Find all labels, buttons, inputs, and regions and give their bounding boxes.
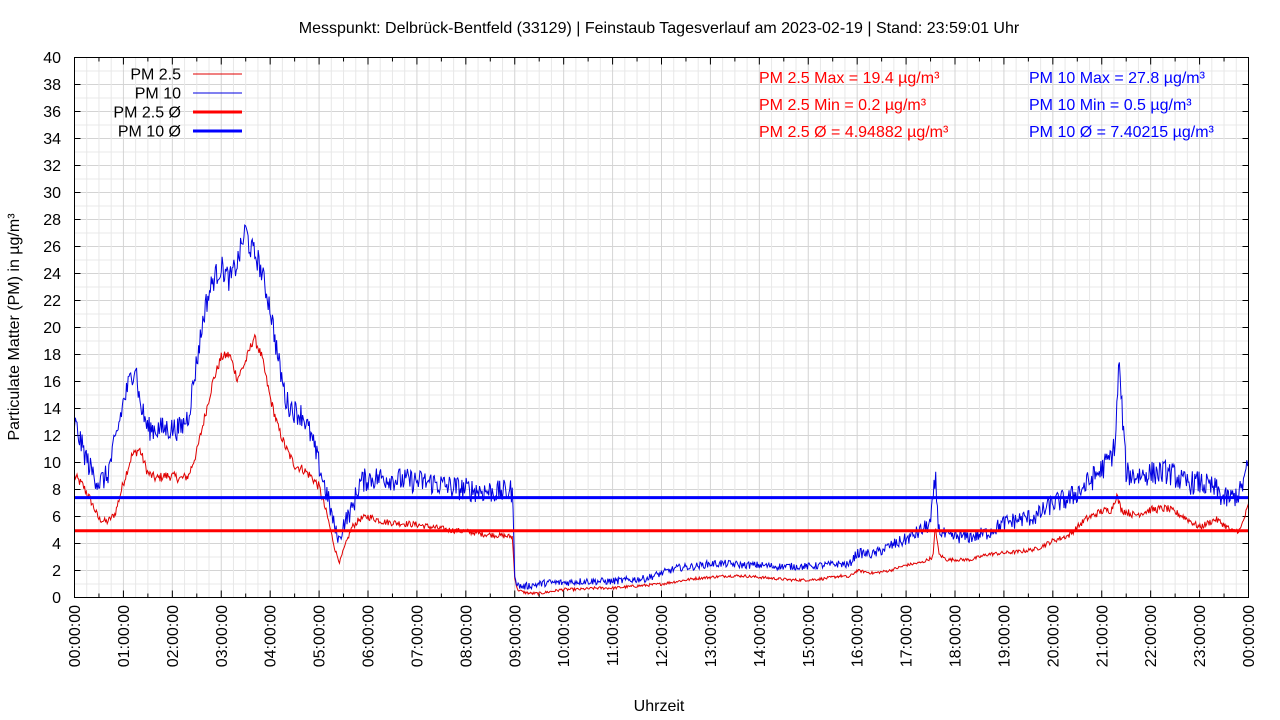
x-tick-label: 08:00:00 <box>458 605 475 667</box>
series-layer <box>74 224 1249 597</box>
stat-annotation: PM 2.5 Max = 19.4 µg/m³ <box>759 70 940 87</box>
y-tick-label: 18 <box>43 347 61 364</box>
x-tick-label: 23:00:00 <box>1192 605 1209 667</box>
x-tick-label: 19:00:00 <box>996 605 1013 667</box>
mean-layer <box>74 496 1249 533</box>
y-tick-label: 30 <box>43 185 61 202</box>
x-tick-label: 21:00:00 <box>1094 605 1111 667</box>
y-tick-label: 14 <box>43 401 61 418</box>
x-tick-label: 12:00:00 <box>654 605 671 667</box>
y-tick-label: 4 <box>52 536 61 553</box>
x-tick-label: 16:00:00 <box>850 605 867 667</box>
y-tick-label: 40 <box>43 50 61 67</box>
x-tick-label: 11:00:00 <box>605 605 622 666</box>
y-tick-label: 16 <box>43 374 61 391</box>
y-tick-label: 22 <box>43 293 61 310</box>
x-tick-label: 14:00:00 <box>752 605 769 667</box>
legend-label: PM 2.5 Ø <box>113 105 181 122</box>
y-tick-label: 38 <box>43 77 61 94</box>
stat-annotation: PM 10 Max = 27.8 µg/m³ <box>1029 70 1206 87</box>
y-tick-label: 0 <box>52 590 61 607</box>
legend: PM 2.5 PM 10 PM 2.5 Ø PM 10 Ø <box>113 67 242 141</box>
x-tick-label: 00:00:00 <box>1241 605 1258 667</box>
x-tick-label: 01:00:00 <box>116 605 133 667</box>
series-line-pm10 <box>74 224 1249 591</box>
stat-annotation: PM 2.5 Ø = 4.94882 µg/m³ <box>759 124 949 141</box>
x-tick-label: 07:00:00 <box>409 605 426 667</box>
x-tick-label: 13:00:00 <box>703 605 720 667</box>
stat-annotation: PM 10 Min = 0.5 µg/m³ <box>1029 97 1192 114</box>
legend-label: PM 10 Ø <box>118 124 181 141</box>
y-tick-label: 12 <box>43 428 61 445</box>
legend-label: PM 10 <box>135 86 181 103</box>
x-tick-label: 02:00:00 <box>165 605 182 667</box>
legend-label: PM 2.5 <box>130 67 181 84</box>
y-tick-label: 6 <box>52 509 61 526</box>
x-tick-label: 06:00:00 <box>361 605 378 667</box>
x-tick-label: 22:00:00 <box>1143 605 1160 667</box>
y-tick-label: 32 <box>43 158 61 175</box>
x-tick-label: 17:00:00 <box>899 605 916 667</box>
x-tick-label: 10:00:00 <box>556 605 573 667</box>
y-tick-label: 26 <box>43 239 61 256</box>
x-tick-label: 04:00:00 <box>263 605 280 667</box>
y-tick-label: 8 <box>52 482 61 499</box>
y-tick-label: 28 <box>43 212 61 229</box>
x-tick-label: 03:00:00 <box>214 605 231 667</box>
y-tick-label: 24 <box>43 266 61 283</box>
y-tick-label: 20 <box>43 320 61 337</box>
x-tick-label: 20:00:00 <box>1045 605 1062 667</box>
x-tick-label: 18:00:00 <box>948 605 965 667</box>
plot-frame <box>74 57 1249 598</box>
y-tick-label: 10 <box>43 455 61 472</box>
x-tick-label: 15:00:00 <box>801 605 818 667</box>
x-axis-label: Uhrzeit <box>634 698 685 715</box>
x-tick-label: 09:00:00 <box>507 605 524 667</box>
x-tick-label: 05:00:00 <box>312 605 329 667</box>
chart-title: Messpunkt: Delbrück-Bentfeld (33129) | F… <box>299 20 1020 37</box>
series-line-pm25 <box>74 333 1249 597</box>
y-tick-label: 2 <box>52 563 61 580</box>
x-axis: 00:00:00 01:00:00 02:00:00 03:00:00 04:00:00… <box>67 57 1258 667</box>
stat-annotation: PM 10 Ø = 7.40215 µg/m³ <box>1029 124 1215 141</box>
annotations: PM 2.5 Max = 19.4 µg/m³ PM 2.5 Min = 0.2 … <box>759 70 1215 141</box>
stat-annotation: PM 2.5 Min = 0.2 µg/m³ <box>759 97 927 114</box>
y-axis-label: Particulate Matter (PM) in µg/m³ <box>6 213 23 441</box>
x-tick-label: 00:00:00 <box>67 605 84 667</box>
y-tick-label: 36 <box>43 104 61 121</box>
y-tick-label: 34 <box>43 131 61 148</box>
